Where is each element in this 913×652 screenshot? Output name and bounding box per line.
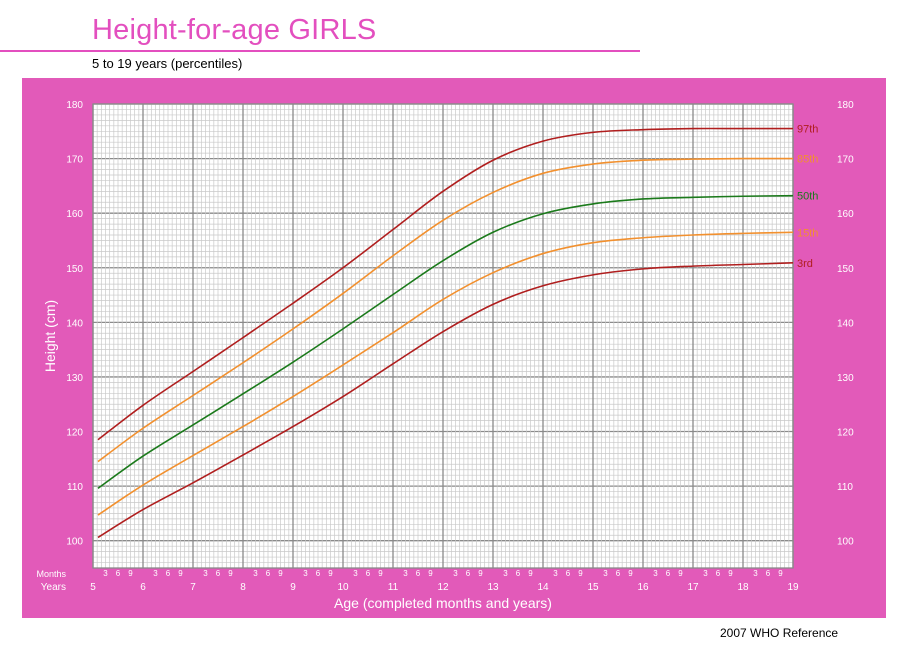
month-tick-label: 9 (278, 569, 283, 578)
month-tick-label: 9 (628, 569, 633, 578)
y-tick-label-right: 120 (837, 428, 854, 439)
percentile-line-3rd (97, 262, 794, 539)
month-tick-label: 9 (428, 569, 433, 578)
years-row-label: Years (41, 582, 66, 593)
month-tick-label: 3 (553, 569, 558, 578)
y-tick-label-right: 140 (837, 318, 854, 329)
y-tick-label-right: 100 (837, 537, 854, 548)
x-tick-label: 8 (240, 582, 246, 593)
month-tick-label: 3 (503, 569, 508, 578)
month-tick-label: 6 (216, 569, 221, 578)
month-tick-label: 6 (466, 569, 471, 578)
x-tick-label: 18 (737, 582, 749, 593)
title-underline (0, 50, 640, 52)
month-tick-label: 3 (603, 569, 608, 578)
month-tick-label: 6 (366, 569, 371, 578)
y-tick-label-left: 110 (67, 482, 83, 493)
x-tick-label: 6 (140, 582, 146, 593)
month-tick-label: 9 (328, 569, 333, 578)
month-tick-label: 3 (403, 569, 408, 578)
month-tick-label: 6 (416, 569, 421, 578)
month-tick-label: 3 (453, 569, 458, 578)
reference-note: 2007 WHO Reference (720, 626, 839, 640)
month-tick-label: 6 (666, 569, 671, 578)
percentile-label-3rd: 3rd (797, 258, 813, 270)
y-tick-label-left: 150 (66, 264, 83, 275)
x-tick-label: 15 (587, 582, 599, 593)
month-tick-label: 3 (653, 569, 658, 578)
y-tick-label-right: 150 (837, 264, 854, 275)
month-tick-label: 9 (128, 569, 133, 578)
y-tick-label-right: 160 (837, 209, 854, 220)
y-tick-label-right: 170 (837, 155, 854, 166)
x-tick-label: 9 (290, 582, 296, 593)
month-tick-label: 3 (253, 569, 258, 578)
percentile-line-15th (97, 231, 794, 516)
months-row-label: Months (36, 569, 66, 579)
y-tick-label-right: 110 (837, 482, 853, 493)
y-tick-label-left: 180 (66, 100, 83, 111)
percentile-line-50th (97, 194, 794, 489)
month-tick-label: 6 (716, 569, 721, 578)
month-tick-label: 9 (578, 569, 583, 578)
month-tick-label: 9 (528, 569, 533, 578)
axis-labels: 100 100 110 110 120 120 130 130 140 140 150 150 160 1… (36, 100, 854, 611)
percentile-label-85th: 85th (797, 154, 818, 166)
month-tick-label: 3 (703, 569, 708, 578)
month-tick-label: 6 (616, 569, 621, 578)
y-tick-label-right: 130 (837, 373, 854, 384)
x-tick-label: 10 (337, 582, 349, 593)
month-tick-label: 6 (266, 569, 271, 578)
y-axis-title: Height (cm) (42, 300, 58, 372)
month-tick-label: 9 (178, 569, 183, 578)
chart-title: Height-for-age GIRLS (92, 14, 377, 46)
month-tick-label: 3 (203, 569, 208, 578)
month-tick-label: 3 (153, 569, 158, 578)
month-tick-label: 6 (316, 569, 321, 578)
month-tick-label: 3 (303, 569, 308, 578)
x-tick-label: 5 (90, 582, 96, 593)
percentile-label-97th: 97th (797, 124, 818, 136)
percentile-label-50th: 50th (797, 191, 818, 203)
percentile-curves (97, 127, 794, 539)
chart-subtitle: 5 to 19 years (percentiles) (92, 56, 243, 71)
y-tick-label-left: 160 (66, 209, 83, 220)
y-tick-label-left: 120 (66, 428, 83, 439)
month-tick-label: 9 (478, 569, 483, 578)
month-tick-label: 3 (103, 569, 108, 578)
month-tick-label: 3 (353, 569, 358, 578)
x-tick-label: 17 (687, 582, 699, 593)
x-tick-label: 16 (637, 582, 649, 593)
x-tick-label: 11 (388, 582, 399, 593)
y-tick-label-left: 130 (66, 373, 83, 384)
y-tick-label-right: 180 (837, 100, 854, 111)
month-tick-label: 6 (516, 569, 521, 578)
grid (92, 103, 794, 569)
month-tick-label: 6 (116, 569, 121, 578)
percentile-line-85th (97, 157, 794, 463)
plot-border (92, 103, 794, 569)
x-tick-label: 13 (487, 582, 499, 593)
percentile-label-15th: 15th (797, 227, 818, 239)
y-tick-label-left: 100 (66, 537, 83, 548)
month-tick-label: 9 (778, 569, 783, 578)
y-tick-label-left: 170 (66, 155, 83, 166)
month-tick-label: 9 (378, 569, 383, 578)
y-tick-label-left: 140 (66, 318, 83, 329)
x-tick-label: 19 (787, 582, 799, 593)
x-tick-label: 7 (190, 582, 196, 593)
month-tick-label: 3 (753, 569, 758, 578)
month-tick-label: 9 (678, 569, 683, 578)
month-tick-label: 9 (728, 569, 733, 578)
month-tick-label: 9 (228, 569, 233, 578)
month-tick-label: 6 (166, 569, 171, 578)
month-tick-label: 6 (566, 569, 571, 578)
month-tick-label: 6 (766, 569, 771, 578)
x-tick-label: 12 (437, 582, 449, 593)
percentile-line-97th (97, 127, 793, 441)
x-axis-title: Age (completed months and years) (334, 595, 552, 611)
x-tick-label: 14 (537, 582, 549, 593)
